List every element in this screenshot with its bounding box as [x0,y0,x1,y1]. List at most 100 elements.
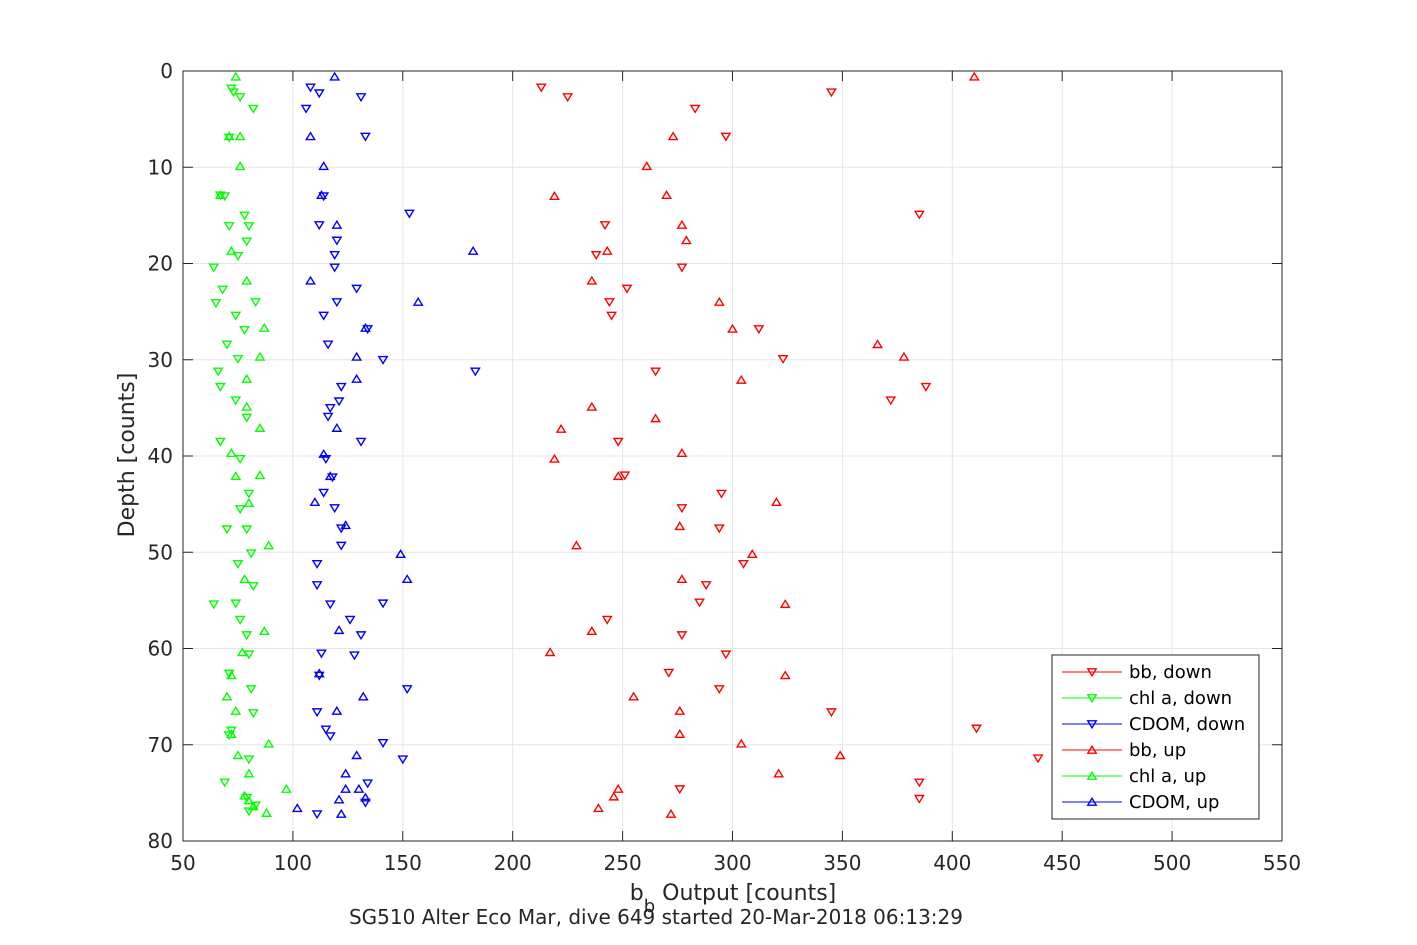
data-point [232,559,244,569]
data-point [230,471,242,481]
data-point [738,559,749,569]
x-tick-label: 500 [1153,851,1191,875]
series-1 [208,84,261,817]
legend-label: bb, up [1129,740,1186,761]
data-point [243,222,255,232]
data-point [225,670,237,680]
data-point [309,497,321,507]
data-point [316,649,327,659]
data-point [694,598,705,608]
data-point [612,437,624,447]
data-point [208,263,220,273]
data-point [318,192,330,202]
data-point [331,422,343,432]
data-point [318,488,330,498]
legend-label: chl a, down [1129,688,1232,709]
data-point [1032,754,1044,764]
y-tick-label: 40 [148,444,173,468]
data-point [608,791,620,801]
data-point [606,311,618,321]
legend-label: chl a, up [1129,766,1206,787]
data-point [549,190,560,200]
data-point [351,373,363,383]
x-axis-label-subscript: b [644,896,655,917]
data-point [313,89,325,99]
data-point [311,708,323,718]
data-point [311,581,323,591]
data-point [650,367,662,377]
data-point [313,221,325,231]
legend-item: CDOM, up [1062,792,1219,813]
data-point [590,250,602,260]
data-point [885,396,897,406]
data-point [599,221,611,231]
legend-marker [1086,770,1098,780]
data-point [320,455,332,465]
data-point [313,671,325,681]
data-point [359,798,371,808]
data-point [250,298,261,308]
data-point [834,750,846,760]
y-tick-label: 10 [148,155,173,179]
data-point [230,396,242,406]
legend-item: bb, up [1062,740,1186,761]
data-point [735,374,747,384]
data-point [661,190,673,200]
data-point [243,650,255,660]
data-point [676,219,688,229]
data-point [355,93,367,103]
x-tick-label: 550 [1263,851,1301,875]
data-point [340,768,352,778]
series-0 [535,83,1044,804]
data-point [349,651,360,661]
data-point [753,325,765,335]
legend-marker [1086,796,1098,806]
data-point [351,284,363,294]
data-point [311,810,323,820]
data-point [570,540,582,550]
data-point [674,705,686,715]
data-point [241,237,253,247]
data-point [221,525,233,535]
data-point [214,382,226,392]
data-point [254,351,266,361]
legend-label: bb, down [1129,662,1212,683]
x-axis-label: bb Output [counts] [630,881,837,917]
data-point [773,768,785,778]
data-point [316,190,327,200]
data-point [223,731,235,741]
data-point [230,599,242,609]
data-point [351,750,363,760]
data-point [234,161,246,171]
data-point [232,750,244,760]
data-point [263,540,275,550]
data-point [239,211,250,221]
x-tick-label: 300 [713,851,751,875]
data-point [355,437,367,447]
data-point [230,705,242,715]
y-tick-label: 60 [148,637,173,661]
data-point [232,354,244,364]
x-tick-label: 350 [823,851,861,875]
data-point [727,323,738,333]
data-point [535,83,547,93]
data-point [362,325,374,335]
data-point [254,470,266,480]
data-point [713,524,725,534]
data-point [716,489,727,499]
data-point [324,471,336,481]
data-point [700,581,712,591]
data-point [219,778,231,788]
data-point [621,284,633,294]
data-point [544,647,556,657]
data-point [549,453,560,463]
data-point [300,104,312,114]
data-point [680,235,692,245]
axis-ticks [182,70,1283,842]
data-point [586,401,598,411]
data-point [586,626,598,636]
data-point [331,219,343,229]
data-point [674,521,686,531]
data-point [318,311,330,321]
data-point [601,245,613,255]
